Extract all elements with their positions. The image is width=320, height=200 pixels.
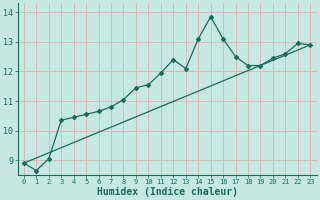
X-axis label: Humidex (Indice chaleur): Humidex (Indice chaleur) xyxy=(97,186,237,197)
